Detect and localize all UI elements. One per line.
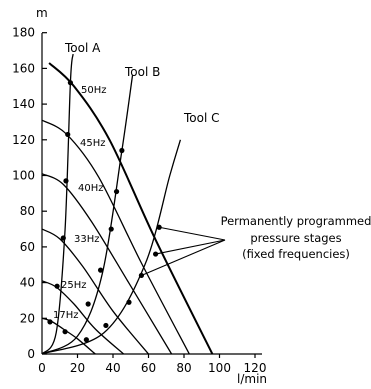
operating-point [156,224,162,230]
y-tick-label: 180 [12,26,35,40]
annotation-line-3: (fixed frequencies) [242,247,350,261]
tool-curves [41,54,182,355]
annotation-pointer [155,239,226,255]
operating-point [108,226,114,232]
y-tick-label: 0 [27,347,35,361]
annotation-line-2: pressure stages [250,231,341,245]
curve-tool-b [41,75,134,355]
operating-point [65,131,71,138]
annotation-line-1: Permanently programmed [221,214,371,228]
y-tick-label: 80 [20,204,35,218]
tool-label-tool-c: Tool C [183,111,220,125]
operating-point [119,147,125,154]
y-tick-label: 160 [12,61,35,75]
operating-point [126,299,132,305]
x-axis-label: l/min [237,372,267,386]
curve-labels: 17Hz 25Hz 33Hz 40Hz 45Hz 50Hz Tool A Tool B Tool… [53,41,220,321]
operating-point [54,283,60,289]
curve-40hz [41,173,173,355]
frequency-label-33hz: 33Hz [74,234,100,245]
annotation-pointer [141,239,226,276]
y-tick-label: 60 [20,240,35,254]
operating-point [153,251,159,257]
operating-point [97,267,104,273]
operating-point [85,301,91,307]
curve-tool-c [41,139,182,355]
y-tick-label: 140 [12,97,35,111]
x-tick-label: 60 [141,361,156,375]
operating-point [67,80,73,86]
frequency-label-25hz: 25Hz [61,280,87,291]
curve-25hz [41,280,125,355]
x-tick-label: 0 [38,361,46,375]
operating-point [83,337,89,343]
curve-33hz [41,228,149,355]
tool-label-tool-b: Tool B [124,65,160,79]
axes [41,33,262,355]
tool-label-tool-a: Tool A [64,41,101,55]
x-tick-label: 20 [70,361,85,375]
operating-point [138,272,144,279]
y-tick-label: 100 [12,169,35,183]
y-ticks: 0 20 40 60 80 100 120 140 160 180 [12,26,47,361]
y-tick-label: 120 [12,133,35,147]
annotation-pointer [159,226,226,241]
y-tick-label: 40 [20,276,35,290]
y-tick-label: 20 [20,311,35,325]
frequency-label-40hz: 40Hz [78,183,104,194]
operating-point [62,329,68,335]
x-tick-label: 80 [176,361,191,375]
frequency-label-50hz: 50Hz [81,85,107,96]
operating-points [47,80,162,343]
operating-point [63,178,69,184]
operating-point [103,322,109,329]
x-ticks: 0 20 40 60 80 100 120 [38,354,266,375]
y-axis-label: m [36,6,48,20]
x-tick-label: 100 [208,361,231,375]
operating-point [113,188,120,195]
x-tick-label: 120 [244,361,267,375]
x-tick-label: 40 [105,361,120,375]
annotation-pointers [141,226,226,276]
frequency-label-45hz: 45Hz [80,138,106,149]
operating-point [60,235,66,241]
curve-tool-a [41,54,74,355]
curve-45hz [41,119,190,355]
operating-point [47,319,53,325]
frequency-label-17hz: 17Hz [53,310,79,321]
